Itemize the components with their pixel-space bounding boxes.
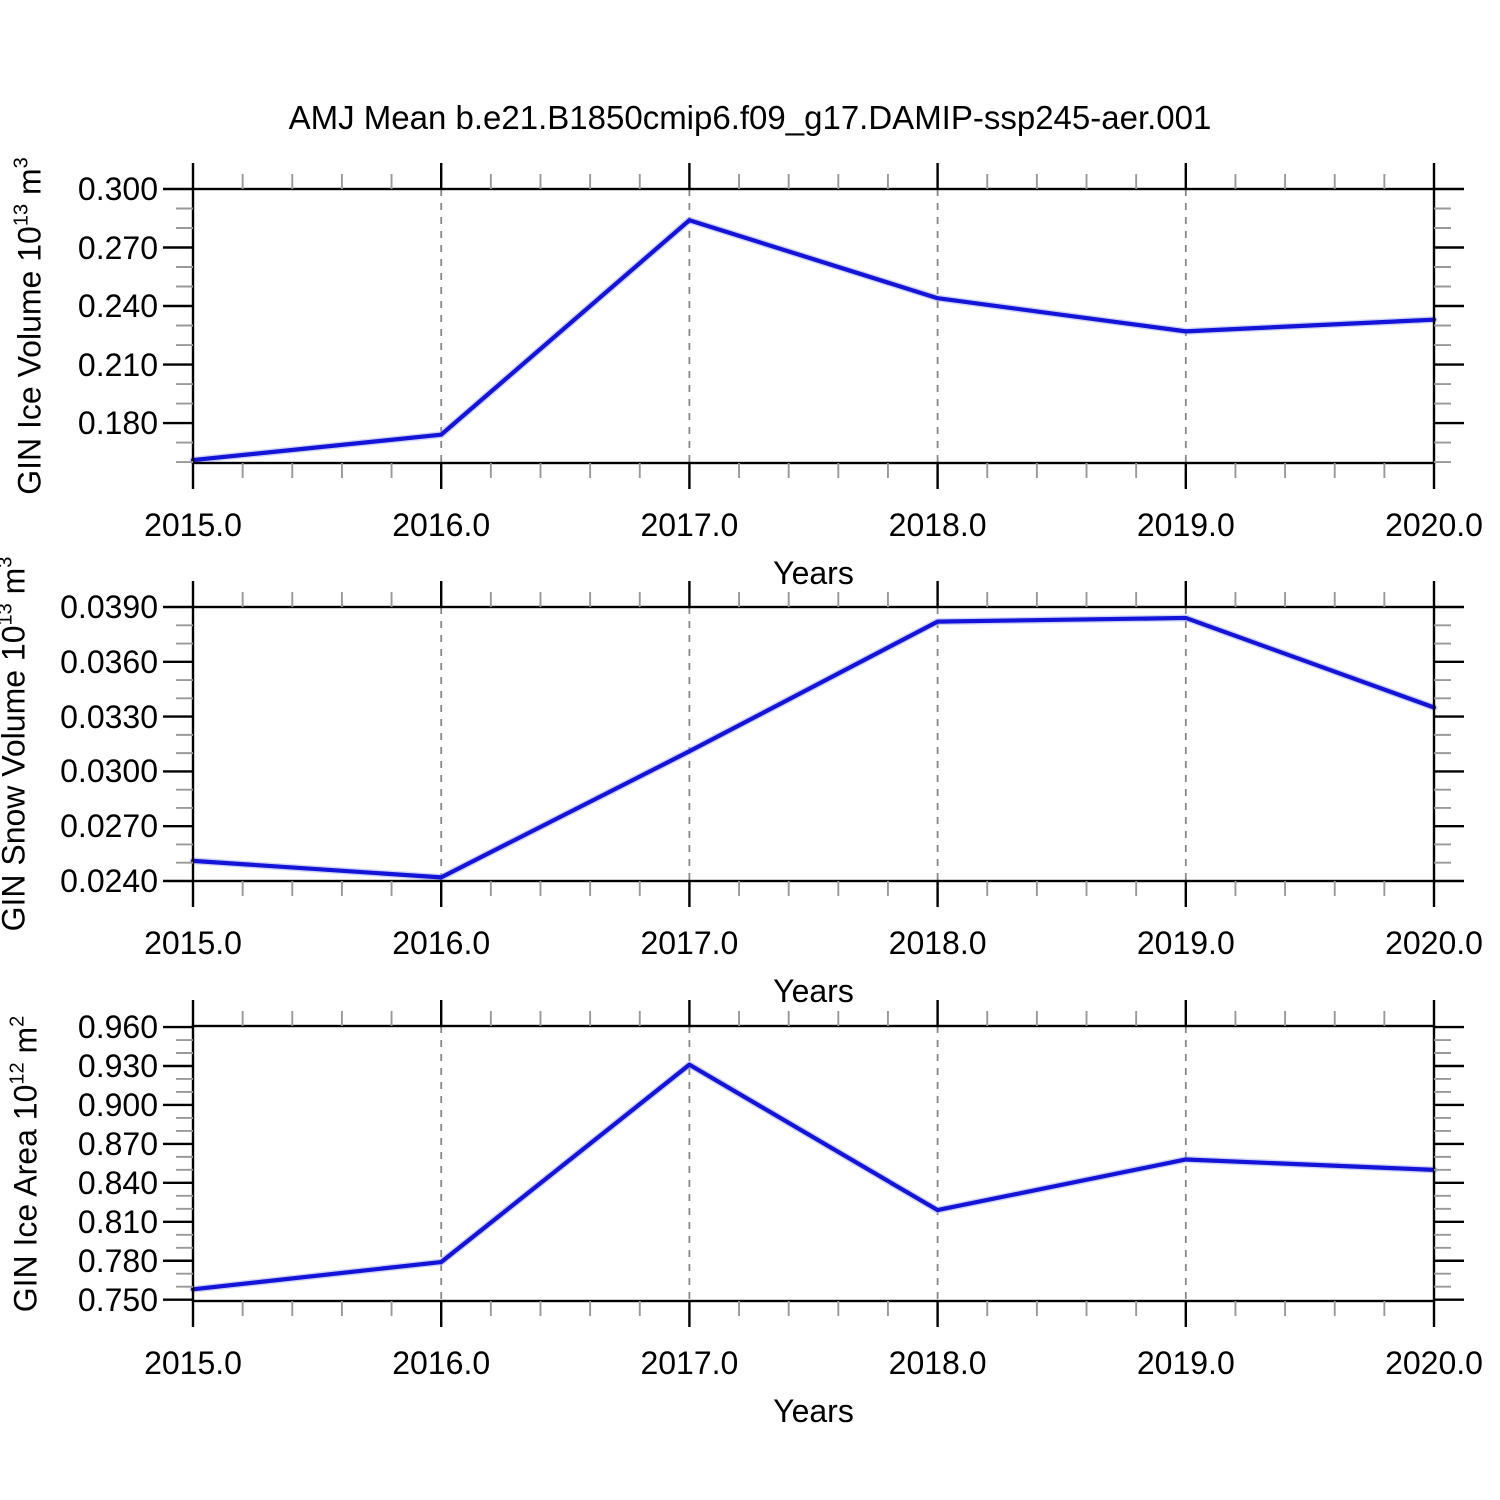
panel-1-x-tick-label: 2019.0	[1136, 507, 1235, 543]
panel-1-series-halo	[189, 216, 1438, 464]
y-axis-title-text: GIN Ice Volume 10	[11, 226, 48, 495]
panel-3-y-tick-label: 0.960	[77, 1009, 158, 1046]
panel-3-y-tick-label: 0.870	[77, 1125, 158, 1162]
panel-2-y-tick-label: 0.0240	[60, 863, 158, 899]
panel-3-y-tick-label: 0.900	[77, 1086, 158, 1123]
y-axis-title-text: m	[11, 168, 48, 204]
y-axis-title-superscript: 13	[10, 203, 33, 227]
panel-3-y-tick-label: 0.810	[77, 1203, 158, 1240]
panel-2-y-tick-label: 0.0270	[60, 808, 158, 845]
panel-1-y-tick-label: 0.270	[77, 229, 158, 266]
panel-1-x-axis-title: Years	[773, 555, 854, 591]
panel-1-x-tick-label: 2017.0	[640, 507, 739, 543]
panel-2-y-tick-label: 0.0390	[60, 589, 158, 625]
panel-3-y-tick-label: 0.750	[77, 1281, 158, 1318]
panel-3-x-tick-label: 2016.0	[392, 1345, 491, 1381]
panel-3-x-tick-label: 2019.0	[1136, 1345, 1235, 1381]
panel-3-series-line	[190, 1062, 1437, 1292]
panel-2-y-tick-label: 0.0360	[60, 643, 158, 680]
panel-2-y-tick-label: 0.0300	[60, 753, 158, 790]
panel-2-x-tick-label: 2017.0	[640, 925, 739, 961]
y-axis-title-superscript: 2	[6, 1015, 29, 1027]
y-axis-title-superscript: 13	[0, 603, 17, 626]
panel-2-box	[191, 605, 1436, 883]
panel-3-y-axis-title: GIN Ice Area 1012 m2	[6, 1015, 45, 1312]
panel-3-y-tick-label: 0.840	[77, 1164, 158, 1201]
y-axis-title-text: GIN Ice Area 10	[7, 1084, 44, 1312]
panel-1-y-tick-label: 0.240	[77, 288, 158, 324]
panel-2-x-tick-label: 2016.0	[392, 925, 491, 961]
panel-1-x-tick-label: 2020.0	[1385, 507, 1483, 543]
panel-1-x-tick-label: 2015.0	[144, 507, 242, 543]
panel-2-x-axis-title: Years	[773, 973, 854, 1009]
panel-3-box	[191, 1024, 1436, 1303]
panel-2-x-tick-label: 2020.0	[1385, 925, 1483, 961]
y-axis-title-superscript: 12	[6, 1061, 29, 1085]
y-axis-title-text: m	[7, 1026, 44, 1062]
panel-3-series-halo	[189, 1061, 1438, 1293]
panel-3-x-tick-label: 2017.0	[640, 1345, 739, 1381]
panel-1-y-axis-title: GIN Ice Volume 1013 m3	[10, 157, 49, 495]
panel-1-series-line	[190, 218, 1437, 463]
panel-2-series-halo	[189, 614, 1438, 881]
plot-title: AMJ Mean b.e21.B1850cmip6.f09_g17.DAMIP-…	[288, 99, 1212, 136]
panel-2-x-tick-label: 2018.0	[888, 925, 987, 961]
panel-3-y-tick-label: 0.780	[77, 1242, 158, 1279]
y-axis-title-superscript: 3	[0, 557, 17, 568]
panel-2-x-tick-label: 2019.0	[1136, 925, 1235, 961]
y-axis-title-superscript: 3	[10, 157, 33, 169]
panel-3-x-tick-label: 2018.0	[888, 1345, 987, 1381]
panel-1-y-tick-label: 0.300	[77, 171, 158, 207]
panel-2-y-tick-label: 0.0330	[60, 698, 158, 735]
panel-2-series-line	[190, 615, 1437, 880]
y-axis-title-text: GIN Snow Volume 10	[0, 625, 32, 932]
panel-1-x-tick-label: 2016.0	[392, 507, 491, 543]
panel-3-y-tick-label: 0.930	[77, 1047, 158, 1084]
panel-3-x-tick-label: 2020.0	[1385, 1345, 1483, 1381]
panel-3-x-axis-title: Years	[773, 1393, 854, 1429]
panel-1-y-tick-label: 0.210	[77, 346, 158, 383]
panel-2-y-axis-title: GIN Snow Volume 1013 m3	[0, 557, 33, 932]
y-axis-title-text: m	[0, 568, 32, 604]
panel-1-x-tick-label: 2018.0	[888, 507, 987, 543]
panel-1-y-tick-label: 0.180	[77, 405, 158, 442]
panel-2-x-tick-label: 2015.0	[144, 925, 242, 961]
panel-3-x-tick-label: 2015.0	[144, 1345, 242, 1381]
